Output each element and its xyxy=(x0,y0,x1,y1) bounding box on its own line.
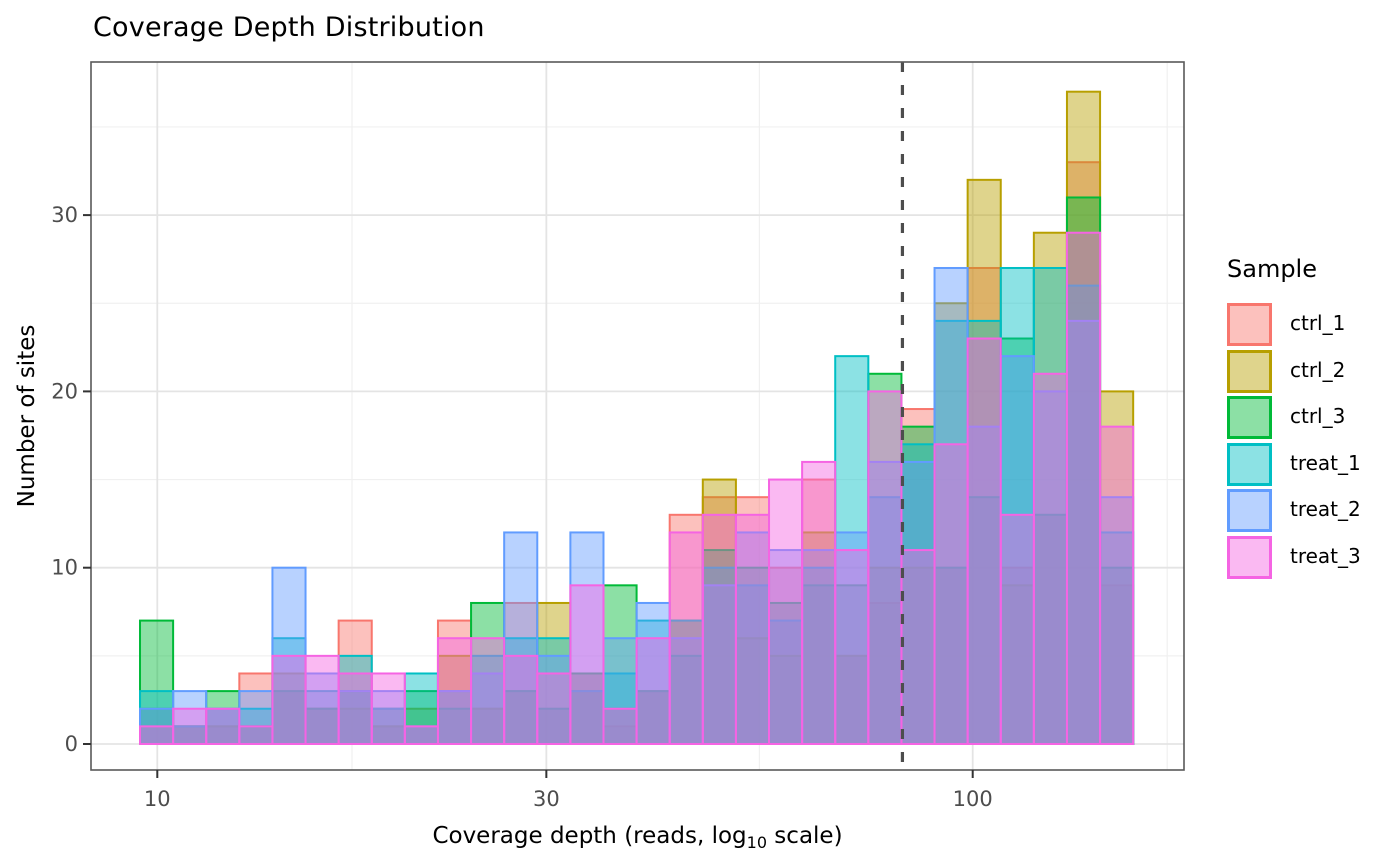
legend-swatch-treat_2 xyxy=(1227,489,1272,533)
histogram-bar-treat_3 xyxy=(403,725,439,745)
histogram-bar-treat_3 xyxy=(1099,425,1135,745)
histogram-bar-treat_3 xyxy=(569,584,605,746)
histogram-bar-ctrl_3 xyxy=(933,566,969,746)
histogram-bar-treat_3 xyxy=(503,654,539,745)
legend-swatch-ctrl_3 xyxy=(1227,396,1272,440)
histogram-bar-ctrl_2 xyxy=(1065,90,1102,745)
histogram-bar-treat_2 xyxy=(337,690,373,745)
histogram-bar-ctrl_2 xyxy=(1032,231,1068,745)
histogram-bar-treat_1 xyxy=(139,690,175,745)
histogram-bar-treat_1 xyxy=(668,619,704,746)
histogram-bar-treat_3 xyxy=(734,513,771,745)
histogram-bar-treat_1 xyxy=(337,654,373,745)
legend-swatch-ctrl_1 xyxy=(1227,303,1272,346)
histogram-bar-ctrl_2 xyxy=(999,584,1035,746)
histogram-bar-treat_3 xyxy=(768,478,804,745)
histogram-bar-ctrl_2 xyxy=(834,654,870,745)
histogram-bar-treat_3 xyxy=(602,707,638,745)
legend-item-ctrl_3: ctrl_3 xyxy=(1227,396,1397,443)
y-tick-label: 30 xyxy=(51,203,78,227)
histogram-bar-treat_3 xyxy=(933,443,969,745)
panel-border xyxy=(90,61,1185,771)
x-axis-title: Coverage depth (reads, log10 scale) xyxy=(432,823,842,852)
legend-swatch-treat_3 xyxy=(1227,536,1272,579)
histogram-bar-treat_3 xyxy=(999,513,1035,745)
histogram-bar-treat_3 xyxy=(337,672,373,745)
histogram-bar-treat_3 xyxy=(205,707,241,745)
histogram-bar-treat_3 xyxy=(1032,372,1068,745)
histogram-bar-treat_3 xyxy=(536,672,572,745)
histogram-bar-ctrl_2 xyxy=(668,619,704,746)
histogram-bar-treat_2 xyxy=(933,266,969,745)
histogram-bar-treat_3 xyxy=(304,654,340,745)
histogram-bar-treat_1 xyxy=(1065,284,1102,745)
histogram-bar-treat_2 xyxy=(238,690,274,745)
histogram-bar-ctrl_3 xyxy=(602,584,638,746)
legend-label-treat_3: treat_3 xyxy=(1290,544,1361,568)
histogram-bar-treat_3 xyxy=(966,337,1002,745)
legend-title: Sample xyxy=(1227,255,1317,283)
legend-label-ctrl_1: ctrl_1 xyxy=(1290,311,1346,335)
histogram-bar-treat_3 xyxy=(436,637,473,745)
histogram-bar-treat_2 xyxy=(834,531,870,745)
y-tick-label: 10 xyxy=(51,556,78,580)
histogram-bar-treat_3 xyxy=(238,725,274,745)
legend-swatch-treat_1 xyxy=(1227,442,1272,486)
y-axis-title: Number of sites xyxy=(14,325,40,508)
histogram-bar-treat_2 xyxy=(1032,390,1068,745)
histogram-bar-treat_2 xyxy=(701,584,737,746)
legend-item-treat_3: treat_3 xyxy=(1227,536,1397,583)
histogram-bar-treat_3 xyxy=(370,672,406,745)
histogram-bar-ctrl_2 xyxy=(900,566,936,746)
legend-item-ctrl_2: ctrl_2 xyxy=(1227,349,1397,397)
histogram-bar-treat_3 xyxy=(635,637,671,745)
histogram-bar-treat_1 xyxy=(867,496,903,745)
histogram-bar-treat_3 xyxy=(271,654,307,745)
legend-label-ctrl_2: ctrl_2 xyxy=(1290,357,1346,382)
histogram-bar-treat_3 xyxy=(139,725,175,745)
x-tick-label: 30 xyxy=(533,787,560,811)
histogram-bar-ctrl_1 xyxy=(668,513,704,745)
histogram-bar-ctrl_2 xyxy=(966,178,1002,745)
histogram-bar-treat_3 xyxy=(834,549,870,745)
legend-label-treat_2: treat_2 xyxy=(1290,497,1361,522)
histogram-bar-treat_3 xyxy=(172,707,208,745)
y-tick-label: 20 xyxy=(51,379,78,403)
histogram-bar-treat_2 xyxy=(536,654,572,745)
histogram-bar-ctrl_2 xyxy=(867,566,903,746)
histogram-bar-treat_3 xyxy=(470,637,506,745)
histogram-bar-treat_3 xyxy=(1065,231,1102,745)
y-tick-label: 0 xyxy=(65,732,78,756)
legend-swatch-ctrl_2 xyxy=(1227,349,1272,393)
histogram-bar-ctrl_3 xyxy=(139,619,175,746)
chart-title: Coverage Depth Distribution xyxy=(93,12,485,43)
histogram-bar-treat_3 xyxy=(900,549,936,745)
histogram-bar-ctrl_2 xyxy=(933,302,969,745)
histogram-bar-ctrl_3 xyxy=(271,690,307,745)
legend-item-treat_1: treat_1 xyxy=(1227,442,1397,490)
histogram-bar-ctrl_3 xyxy=(867,372,903,745)
legend-item-ctrl_1: ctrl_1 xyxy=(1227,303,1397,350)
histogram-bar-ctrl_1 xyxy=(999,566,1035,746)
histogram-bar-treat_1 xyxy=(999,266,1035,745)
histogram-bar-treat_3 xyxy=(801,460,837,745)
legend-item-treat_2: treat_2 xyxy=(1227,489,1397,536)
histogram-bar-treat_3 xyxy=(701,513,737,745)
histogram-bar-treat_3 xyxy=(867,390,903,745)
legend-label-treat_1: treat_1 xyxy=(1290,450,1361,475)
histogram-bar-treat_3 xyxy=(668,531,704,745)
histogram-bar-treat_2 xyxy=(1099,496,1135,745)
histogram-bar-treat_1 xyxy=(966,319,1002,745)
legend-label-ctrl_3: ctrl_3 xyxy=(1290,404,1346,429)
histogram-bar-ctrl_3 xyxy=(1032,513,1068,745)
x-tick-label: 100 xyxy=(953,787,993,811)
x-tick-label: 10 xyxy=(144,787,171,811)
